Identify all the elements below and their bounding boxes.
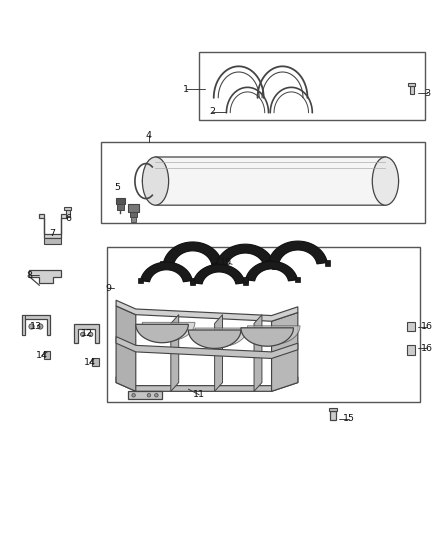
Text: 9: 9 bbox=[106, 284, 112, 293]
Polygon shape bbox=[128, 391, 162, 399]
Polygon shape bbox=[195, 328, 247, 346]
Text: 7: 7 bbox=[49, 229, 56, 238]
Circle shape bbox=[132, 393, 135, 397]
Polygon shape bbox=[295, 277, 300, 282]
Bar bbox=[64, 207, 71, 210]
Circle shape bbox=[147, 393, 151, 397]
Polygon shape bbox=[265, 260, 271, 265]
Bar bbox=[408, 84, 415, 86]
Bar bbox=[407, 345, 415, 354]
Polygon shape bbox=[241, 328, 293, 346]
Polygon shape bbox=[247, 326, 300, 344]
Polygon shape bbox=[272, 312, 298, 391]
Polygon shape bbox=[272, 263, 278, 269]
Polygon shape bbox=[136, 324, 188, 343]
Polygon shape bbox=[141, 262, 192, 282]
Bar bbox=[66, 209, 70, 217]
Text: 4: 4 bbox=[146, 131, 152, 140]
Text: 12: 12 bbox=[81, 328, 93, 337]
Bar bbox=[328, 408, 337, 410]
Polygon shape bbox=[142, 157, 399, 205]
Polygon shape bbox=[268, 241, 327, 264]
Polygon shape bbox=[171, 314, 179, 391]
Circle shape bbox=[29, 324, 34, 329]
Text: 16: 16 bbox=[421, 322, 433, 331]
Bar bbox=[130, 212, 137, 217]
Text: 13: 13 bbox=[30, 322, 42, 331]
Polygon shape bbox=[22, 314, 50, 335]
Polygon shape bbox=[116, 377, 298, 391]
Polygon shape bbox=[22, 314, 25, 335]
Bar bbox=[101, 142, 425, 223]
Text: 3: 3 bbox=[424, 89, 430, 98]
Polygon shape bbox=[325, 260, 330, 265]
Bar bbox=[330, 410, 336, 420]
Polygon shape bbox=[188, 330, 241, 349]
Text: 2: 2 bbox=[209, 107, 215, 116]
Polygon shape bbox=[160, 261, 166, 266]
Bar bbox=[199, 52, 425, 120]
Polygon shape bbox=[116, 306, 136, 391]
Text: 16: 16 bbox=[421, 344, 433, 353]
Polygon shape bbox=[220, 261, 225, 266]
Polygon shape bbox=[39, 214, 67, 238]
Bar bbox=[117, 204, 124, 210]
Polygon shape bbox=[44, 238, 61, 244]
Polygon shape bbox=[142, 322, 195, 341]
Bar bbox=[116, 198, 125, 204]
Circle shape bbox=[155, 393, 158, 397]
Circle shape bbox=[38, 324, 43, 329]
Text: 14: 14 bbox=[84, 358, 96, 367]
Circle shape bbox=[88, 332, 93, 336]
Text: 10: 10 bbox=[219, 257, 232, 266]
Text: 15: 15 bbox=[343, 415, 355, 423]
Polygon shape bbox=[74, 324, 99, 343]
Text: 6: 6 bbox=[65, 214, 71, 223]
Text: 11: 11 bbox=[193, 390, 205, 399]
Polygon shape bbox=[138, 278, 143, 283]
Polygon shape bbox=[163, 242, 222, 265]
Polygon shape bbox=[116, 300, 298, 321]
Polygon shape bbox=[190, 278, 195, 283]
Polygon shape bbox=[215, 314, 223, 391]
Bar bbox=[92, 358, 99, 366]
Bar bbox=[44, 351, 50, 359]
Polygon shape bbox=[243, 277, 248, 282]
Text: 5: 5 bbox=[114, 183, 120, 192]
Polygon shape bbox=[254, 314, 262, 391]
Text: 8: 8 bbox=[27, 271, 33, 280]
Text: 1: 1 bbox=[183, 85, 189, 94]
Polygon shape bbox=[213, 263, 218, 269]
Text: 14: 14 bbox=[35, 351, 48, 360]
Polygon shape bbox=[246, 261, 297, 281]
Polygon shape bbox=[216, 244, 275, 267]
Bar bbox=[107, 247, 420, 402]
Ellipse shape bbox=[372, 157, 399, 205]
Ellipse shape bbox=[142, 157, 169, 205]
Bar bbox=[131, 216, 136, 222]
Polygon shape bbox=[116, 336, 298, 359]
Polygon shape bbox=[190, 280, 195, 285]
Polygon shape bbox=[193, 264, 245, 284]
Bar bbox=[407, 322, 415, 332]
Polygon shape bbox=[243, 280, 248, 285]
Bar bbox=[410, 86, 414, 94]
Bar bbox=[128, 204, 139, 212]
Polygon shape bbox=[29, 270, 61, 283]
Circle shape bbox=[81, 332, 85, 336]
